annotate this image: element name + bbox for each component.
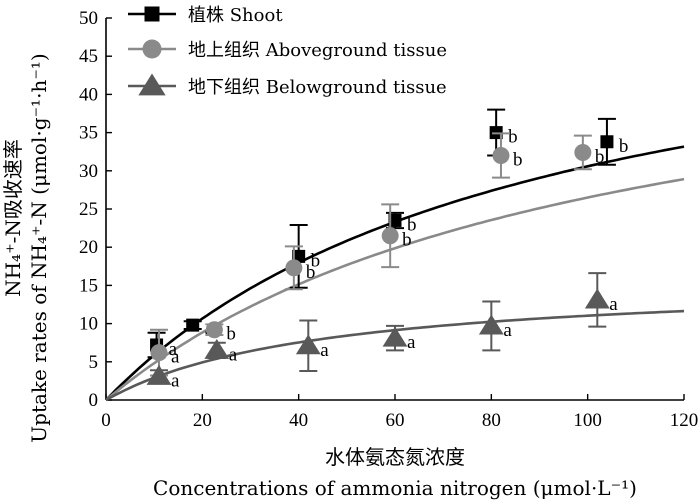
- significance-label: a: [171, 347, 180, 368]
- fit-curve-series-1: [105, 177, 685, 401]
- x-tick-label: 80: [482, 410, 501, 431]
- data-point: [492, 147, 510, 165]
- data-point: [150, 344, 168, 362]
- y-tick-label: 10: [79, 314, 98, 335]
- data-point: [204, 338, 230, 359]
- significance-label: b: [508, 127, 518, 148]
- data-point: [295, 334, 321, 355]
- data-point: [146, 364, 172, 385]
- significance-label: b: [513, 150, 523, 171]
- significance-label: a: [320, 340, 329, 361]
- significance-label: b: [595, 146, 605, 167]
- x-tick-label: 100: [573, 410, 602, 431]
- significance-label: b: [619, 136, 629, 157]
- y-tick-label: 35: [79, 123, 98, 144]
- significance-label: a: [229, 344, 238, 365]
- y-axis-title-cn: NH₄⁺-N吸收速率: [1, 139, 25, 297]
- x-tick-label: 120: [670, 410, 699, 431]
- data-point: [478, 314, 504, 335]
- y-axis-title-en: Uptake rates of NH₄⁺-N (μmol·g⁻¹·h⁻¹): [27, 53, 51, 442]
- significance-label: b: [226, 324, 236, 345]
- legend-label: 地上组织 Aboveground tissue: [188, 40, 447, 61]
- y-tick-label: 5: [89, 352, 99, 373]
- significance-label: b: [311, 250, 321, 271]
- x-axis-title-en: Concentrations of ammonia nitrogen (μmol…: [153, 476, 637, 500]
- legend: 植株 Shoot 地上组织 Aboveground tissue 地下组织 Belo…: [128, 5, 447, 98]
- significance-label: b: [306, 262, 316, 283]
- data-point: [574, 143, 592, 161]
- significance-label: b: [407, 214, 417, 235]
- significance-label: a: [169, 339, 178, 360]
- x-tick-label: 0: [101, 410, 111, 431]
- significance-label: a: [503, 320, 512, 341]
- legend-marker: [138, 73, 166, 96]
- y-tick-label: 50: [79, 8, 98, 29]
- y-tick-label: 25: [79, 199, 98, 220]
- y-tick-label: 40: [79, 84, 98, 105]
- significance-label: a: [609, 294, 618, 315]
- legend-marker: [142, 39, 162, 59]
- significance-label: a: [171, 370, 180, 391]
- legend-marker: [144, 6, 160, 22]
- data-point: [381, 227, 399, 245]
- legend-label: 地下组织 Belowground tissue: [188, 77, 447, 98]
- significance-label: a: [407, 332, 416, 353]
- y-tick-label: 20: [79, 237, 98, 258]
- data-point: [186, 318, 200, 332]
- data-point: [600, 135, 614, 149]
- y-tick-label: 15: [79, 275, 98, 296]
- series-0-points: aabbbb: [147, 108, 629, 360]
- data-point: [584, 288, 610, 309]
- data-points: aabbbbabbbbbaaaaaa: [146, 108, 629, 391]
- legend-label: 植株 Shoot: [188, 5, 283, 26]
- axes: 0 5 10 15 20 25 30 35 40 45 50 0 20 40 60 80 100 120: [79, 8, 698, 431]
- x-tick-label: 60: [386, 410, 405, 431]
- data-point: [388, 213, 402, 227]
- x-tick-label: 40: [289, 410, 308, 431]
- data-point: [285, 259, 303, 277]
- x-tick-label: 20: [193, 410, 212, 431]
- x-axis-title-cn: 水体氨态氮浓度: [325, 445, 465, 469]
- significance-label: b: [402, 230, 412, 251]
- series-2-points: aa a aaa: [146, 272, 618, 391]
- data-point: [205, 321, 223, 339]
- data-point: [382, 326, 408, 347]
- y-tick-label: 45: [79, 46, 98, 67]
- y-tick-label: 0: [89, 390, 99, 411]
- y-tick-label: 30: [79, 161, 98, 182]
